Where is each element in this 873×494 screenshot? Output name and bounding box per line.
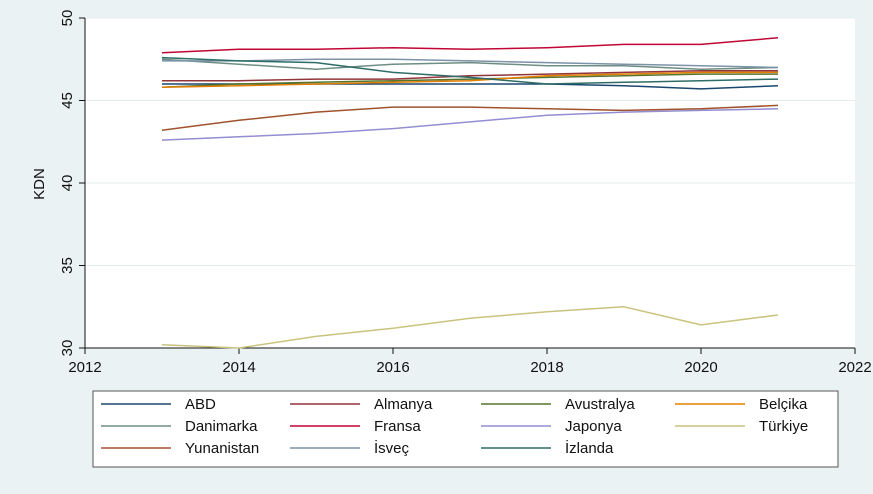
- legend-label: Türkiye: [759, 418, 808, 435]
- x-tick-label: 2020: [684, 359, 717, 376]
- series-line: [161, 306, 779, 349]
- x-tick-label: 2016: [376, 359, 409, 376]
- legend-label: Almanya: [374, 396, 433, 413]
- x-tick-label: 2022: [838, 359, 871, 376]
- series-line: [161, 58, 779, 70]
- axes-layer: 30 35 40 45 50 2012 2014 2016 2018 2020 2022: [59, 10, 872, 376]
- series-line: [161, 56, 779, 85]
- series-line: [161, 108, 779, 141]
- series-line: [162, 58, 779, 69]
- x-tick-label: 2014: [222, 359, 255, 376]
- y-tick-label: 40: [59, 175, 76, 192]
- series-line: [161, 71, 778, 89]
- legend-label: Belçika: [759, 396, 808, 413]
- legend-label: İsveç: [374, 439, 410, 457]
- series-layer: [161, 37, 779, 349]
- y-tick-label: 35: [59, 257, 76, 274]
- legend-label: ABD: [185, 396, 216, 413]
- series-line: [161, 104, 779, 131]
- series-line: [161, 37, 779, 54]
- y-axis-label: KDN: [31, 168, 48, 200]
- y-tick-label: 45: [59, 92, 76, 109]
- y-tick-label: 30: [59, 340, 76, 357]
- legend: ABD Almanya Avustralya Belçika Danimarka Fran…: [101, 396, 808, 457]
- series-line: [161, 73, 778, 89]
- legend-label: Fransa: [374, 418, 421, 435]
- legend-label: İzlanda: [565, 439, 614, 457]
- legend-label: Avustralya: [565, 396, 635, 413]
- y-tick-label: 50: [59, 10, 76, 27]
- series-line: [162, 70, 778, 82]
- legend-label: Yunanistan: [185, 440, 259, 457]
- x-tick-label: 2012: [68, 359, 101, 376]
- x-tick-label: 2018: [530, 359, 563, 376]
- legend-label: Danimarka: [185, 418, 258, 435]
- legend-label: Japonya: [565, 418, 622, 435]
